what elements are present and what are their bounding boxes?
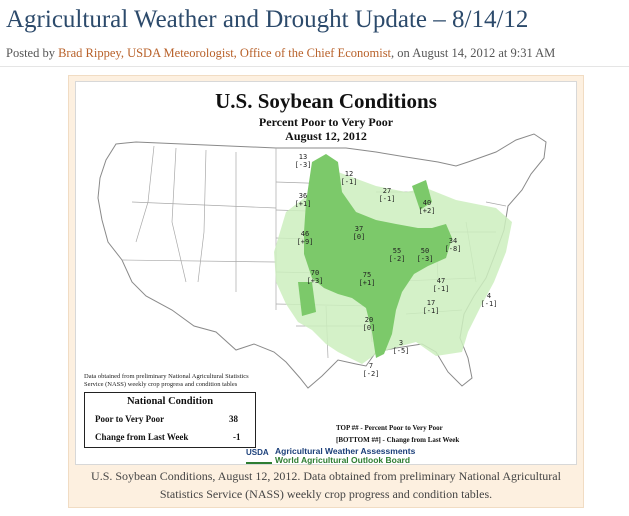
- state-label-ar: 20 [0]: [356, 316, 382, 332]
- figure-caption: U.S. Soybean Conditions, August 12, 2012…: [91, 469, 561, 501]
- map-subtitle: Percent Poor to Very Poor August 12, 201…: [76, 115, 576, 143]
- agency-credit: Agricultural Weather Assessments World A…: [275, 447, 415, 465]
- us-map-graphic: [97, 133, 547, 389]
- legend-top: TOP ## - Percent Poor to Very Poor: [336, 424, 443, 432]
- divider: [0, 66, 629, 67]
- state-value: 47: [436, 277, 446, 285]
- change-last-week-label: Change from Last Week: [95, 432, 189, 442]
- state-label-oh: 34 [-8]: [440, 237, 466, 253]
- state-value: 55: [392, 247, 402, 255]
- poor-very-poor-value: 38: [229, 414, 238, 424]
- state-value: [-3]: [294, 161, 312, 169]
- state-label-ia: 37 [0]: [346, 225, 372, 241]
- legend-bottom: [BOTTOM ##] - Change from Last Week: [336, 436, 460, 444]
- state-value: 37: [354, 225, 364, 233]
- national-condition-box: National Condition Poor to Very Poor 38 …: [84, 392, 256, 448]
- map-title: U.S. Soybean Conditions: [215, 89, 437, 113]
- state-value: 12: [344, 170, 354, 178]
- state-value: [+3]: [306, 277, 324, 285]
- state-label-ks: 70 [+3]: [302, 269, 328, 285]
- state-value: 3: [398, 339, 404, 347]
- state-label-wi: 27 [-1]: [374, 187, 400, 203]
- state-value: [+9]: [296, 238, 314, 246]
- map-legend: TOP ## - Percent Poor to Very Poor [BOTT…: [336, 422, 459, 446]
- state-value: [-2]: [362, 370, 380, 378]
- state-value: 40: [422, 199, 432, 207]
- state-value: [-5]: [392, 347, 410, 355]
- figure: U.S. Soybean Conditions Percent Poor to …: [68, 75, 584, 508]
- state-label-sd: 36 [+1]: [290, 192, 316, 208]
- state-label-nd: 13 [-3]: [290, 153, 316, 169]
- byline-date: , on August 14, 2012 at 9:31 AM: [391, 46, 556, 60]
- state-label-ms: 3 [-5]: [388, 339, 414, 355]
- state-label-mo: 75 [+1]: [354, 271, 380, 287]
- state-value: [0]: [362, 324, 376, 332]
- state-label-ky: 47 [-1]: [428, 277, 454, 293]
- post-title: Agricultural Weather and Drought Update …: [6, 6, 529, 33]
- byline: Posted by Brad Rippey, USDA Meteorologis…: [6, 46, 626, 61]
- state-value: 50: [420, 247, 430, 255]
- state-value: 13: [298, 153, 308, 161]
- state-label-mi: 40 [+2]: [414, 199, 440, 215]
- national-condition-heading: National Condition: [126, 396, 214, 407]
- usda-logo: USDA: [246, 448, 272, 464]
- map-subtitle-line2: August 12, 2012: [285, 129, 367, 143]
- state-value: 36: [298, 192, 308, 200]
- dark-green-area: [304, 154, 452, 358]
- state-value: 4: [486, 292, 492, 300]
- state-value: 17: [426, 299, 436, 307]
- state-label-la: 7 [-2]: [358, 362, 384, 378]
- state-value: 70: [310, 269, 320, 277]
- state-value: [-8]: [444, 245, 462, 253]
- agency-line-2: World Agricultural Outlook Board: [275, 455, 411, 465]
- state-label-mn: 12 [-1]: [336, 170, 362, 186]
- state-value: [-1]: [340, 178, 358, 186]
- state-value: 46: [300, 230, 310, 238]
- map-subtitle-line1: Percent Poor to Very Poor: [258, 115, 394, 129]
- state-value: [-1]: [480, 300, 498, 308]
- state-value: [+1]: [294, 200, 312, 208]
- state-label-il: 55 [-2]: [384, 247, 410, 263]
- state-value: 75: [362, 271, 372, 279]
- state-label-nc: 4 [-1]: [476, 292, 502, 308]
- data-note: Data obtained from preliminary National …: [84, 373, 249, 388]
- agency-line-1: Agricultural Weather Assessments: [275, 446, 416, 456]
- state-value: [-1]: [432, 285, 450, 293]
- byline-prefix: Posted by: [6, 46, 59, 60]
- author-link[interactable]: Brad Rippey, USDA Meteorologist, Office …: [58, 46, 392, 60]
- state-value: [0]: [352, 233, 366, 241]
- state-value: [-1]: [378, 195, 396, 203]
- state-value: [+1]: [358, 279, 376, 287]
- state-value: 7: [368, 362, 374, 370]
- state-value: 34: [448, 237, 458, 245]
- state-label-ne: 46 [+9]: [292, 230, 318, 246]
- soybean-map[interactable]: U.S. Soybean Conditions Percent Poor to …: [75, 81, 577, 465]
- state-label-in: 50 [-3]: [412, 247, 438, 263]
- state-label-tn: 17 [-1]: [418, 299, 444, 315]
- state-value: [-2]: [388, 255, 406, 263]
- poor-very-poor-label: Poor to Very Poor: [95, 414, 165, 424]
- change-last-week-value: -1: [233, 432, 241, 442]
- state-value: 20: [364, 316, 374, 324]
- state-value: 27: [382, 187, 392, 195]
- state-value: [-3]: [416, 255, 434, 263]
- state-value: [+2]: [418, 207, 436, 215]
- state-value: [-1]: [422, 307, 440, 315]
